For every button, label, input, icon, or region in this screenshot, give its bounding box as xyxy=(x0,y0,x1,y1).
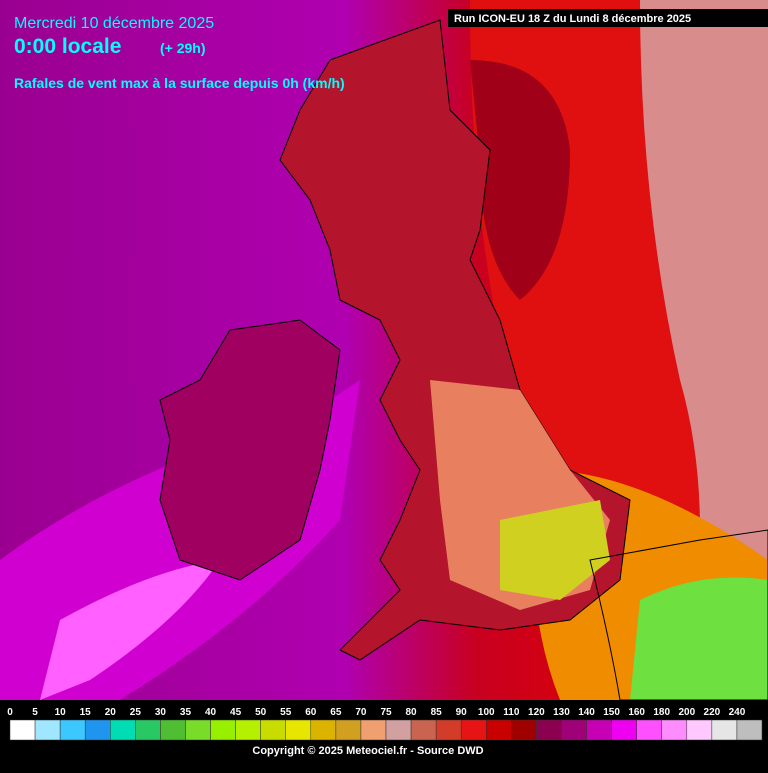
gust-zone xyxy=(470,60,570,300)
legend-label: 140 xyxy=(578,707,595,718)
legend-swatch xyxy=(611,719,637,741)
legend-swatch xyxy=(586,719,612,741)
legend-label: 100 xyxy=(478,707,495,718)
legend-label: 110 xyxy=(503,707,520,718)
forecast-time: 0:00 locale xyxy=(14,35,121,58)
legend-swatch xyxy=(410,719,437,741)
legend-label: 85 xyxy=(431,707,443,718)
legend-swatch xyxy=(711,719,738,741)
legend-swatch xyxy=(235,719,261,741)
legend-swatch xyxy=(310,719,337,741)
legend-swatch xyxy=(486,719,512,741)
legend: 0 5 10 15 20 25 30 35 40 45 50 55 60 65 70 75 80 85 90 100 1… xyxy=(7,707,763,741)
legend-label: 35 xyxy=(180,707,192,718)
ireland xyxy=(159,319,341,581)
legend-swatch xyxy=(636,719,662,741)
legend-label: 65 xyxy=(330,707,342,718)
legend-label: 40 xyxy=(205,707,217,718)
legend-label: 60 xyxy=(305,707,317,718)
legend-swatch xyxy=(335,719,362,741)
legend-swatch xyxy=(9,719,36,741)
legend-label: 55 xyxy=(280,707,292,718)
legend-label: 15 xyxy=(80,707,92,718)
legend-label: 25 xyxy=(130,707,142,718)
legend-label: 220 xyxy=(704,707,721,718)
legend-swatch xyxy=(511,719,537,741)
legend-swatch xyxy=(385,719,412,741)
legend-swatch xyxy=(561,719,587,741)
legend-label: 45 xyxy=(230,707,242,718)
gust-zone xyxy=(640,0,768,700)
legend-label: 70 xyxy=(355,707,367,718)
gust-zone xyxy=(40,560,220,700)
legend-label: 120 xyxy=(528,707,545,718)
legend-swatch xyxy=(260,719,286,741)
legend-swatch xyxy=(285,719,312,741)
forecast-offset: (+ 29h) xyxy=(160,40,206,56)
legend-swatch xyxy=(59,719,86,741)
legend-label: 10 xyxy=(55,707,67,718)
legend-label: 75 xyxy=(380,707,392,718)
legend-label: 80 xyxy=(406,707,418,718)
legend-swatch xyxy=(360,719,387,741)
legend-label: 200 xyxy=(678,707,695,718)
legend-swatch xyxy=(84,719,111,741)
run-info: Run ICON-EU 18 Z du Lundi 8 décembre 202… xyxy=(454,13,691,25)
legend-label: 5 xyxy=(32,707,38,718)
copyright: Copyright © 2025 Meteociel.fr - Source D… xyxy=(252,745,483,757)
legend-swatch xyxy=(210,719,236,741)
run-banner xyxy=(448,9,768,27)
gust-zone xyxy=(630,577,768,700)
legend-label: 90 xyxy=(456,707,468,718)
legend-swatch xyxy=(736,719,763,741)
legend-swatch xyxy=(34,719,61,741)
legend-swatch xyxy=(110,719,136,741)
legend-swatch xyxy=(160,719,186,741)
coastline xyxy=(589,529,768,701)
legend-label: 130 xyxy=(553,707,570,718)
legend-label: 30 xyxy=(155,707,167,718)
legend-swatch xyxy=(536,719,562,741)
legend-swatch xyxy=(460,719,487,741)
legend-label: 0 xyxy=(7,707,13,718)
legend-swatch xyxy=(435,719,462,741)
legend-label: 50 xyxy=(255,707,267,718)
forecast-date: Mercredi 10 décembre 2025 xyxy=(14,15,214,32)
legend-label: 160 xyxy=(628,707,645,718)
legend-swatch xyxy=(135,719,161,741)
legend-label: 150 xyxy=(603,707,620,718)
legend-swatch xyxy=(661,719,688,741)
legend-swatch xyxy=(686,719,713,741)
legend-label: 180 xyxy=(653,707,670,718)
gust-zone xyxy=(500,500,610,600)
legend-label: 240 xyxy=(729,707,746,718)
legend-swatch xyxy=(185,719,211,741)
legend-label: 20 xyxy=(105,707,117,718)
map-subtitle: Rafales de vent max à la surface depuis … xyxy=(14,75,345,91)
